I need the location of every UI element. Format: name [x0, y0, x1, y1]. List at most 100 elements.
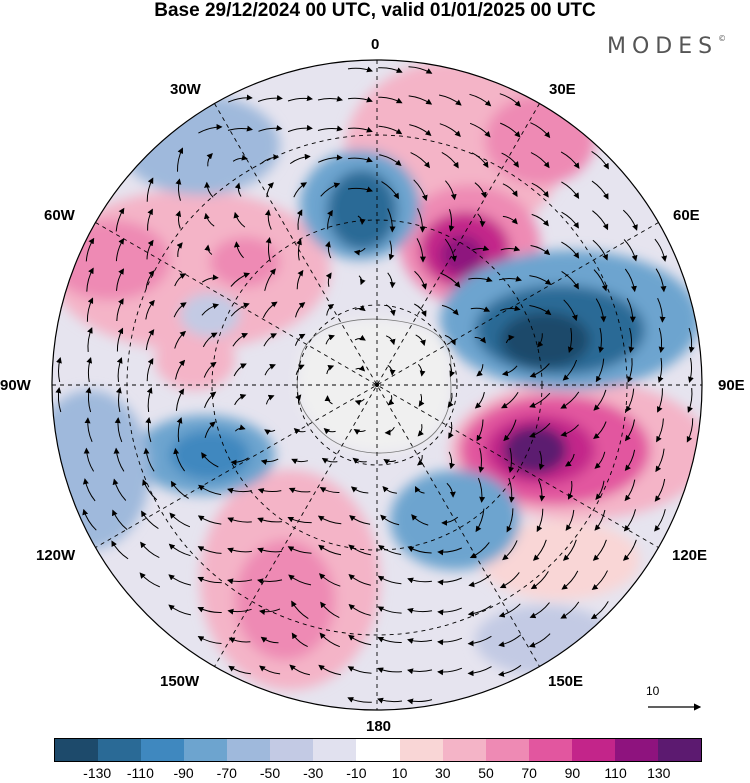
wind-vector [437, 547, 463, 556]
wind-vector [444, 238, 457, 262]
wind-vector [502, 215, 518, 225]
wind-vector [113, 447, 125, 472]
wind-vector [257, 547, 282, 554]
wind-vector [417, 363, 426, 377]
wind-vector [688, 327, 695, 353]
colorbar-tick-label: -10 [346, 765, 367, 781]
wind-vector [377, 697, 403, 704]
longitude-label-120e: 120E [672, 547, 708, 564]
wind-vector [197, 576, 222, 584]
wind-vector [140, 541, 160, 559]
wind-vector [197, 546, 222, 554]
wind-vector [562, 359, 578, 381]
wind-vector [449, 363, 456, 378]
wind-vector [233, 363, 247, 377]
colorbar-swatch [313, 739, 357, 761]
wind-vector [197, 606, 222, 614]
wind-vector [378, 96, 403, 104]
wind-vector [175, 359, 186, 380]
wind-vector [174, 273, 187, 287]
wind-vector [234, 182, 242, 197]
wind-vector [264, 268, 276, 291]
colorbar-swatch [141, 739, 185, 761]
colorbar-tick-label: 90 [564, 765, 581, 781]
wind-vector [111, 540, 129, 560]
wind-vector [408, 95, 433, 105]
wind-vector [595, 480, 605, 500]
wind-vector [320, 601, 340, 619]
wind-vector [560, 601, 580, 619]
wind-vector [565, 509, 575, 531]
wind-vector [287, 546, 312, 554]
wind-vector [476, 364, 484, 377]
wind-vector [264, 209, 272, 230]
wind-vector [143, 447, 155, 472]
wind-vector [296, 269, 304, 290]
wind-vector [198, 484, 222, 496]
colorbar-swatch [485, 739, 529, 761]
wind-vector [230, 457, 249, 466]
wind-vector [441, 304, 459, 316]
wind-vector [168, 543, 191, 557]
wind-vector [296, 209, 303, 230]
wind-vector [470, 306, 491, 312]
wind-vector [175, 388, 185, 411]
wind-vector [529, 392, 551, 408]
wind-vector [439, 123, 461, 138]
wind-vector [348, 574, 371, 586]
wind-vector [560, 151, 580, 169]
wind-vector [468, 574, 492, 588]
wind-vector [294, 333, 306, 346]
wind-vector [204, 421, 216, 439]
wind-vector [529, 305, 552, 316]
wind-vector [529, 275, 552, 286]
wind-vector [592, 539, 607, 561]
wind-vector [265, 237, 272, 263]
wind-vector [382, 485, 397, 494]
wind-vector [625, 388, 635, 413]
wind-vector [288, 487, 311, 494]
wind-vector [413, 179, 428, 202]
wind-vector [537, 333, 544, 348]
wind-vector [502, 183, 518, 198]
wind-vector [439, 94, 462, 106]
colorbar-swatch [657, 739, 701, 761]
wind-vector [227, 94, 253, 103]
longitude-label-60w: 60W [44, 207, 75, 224]
wind-vector [626, 298, 636, 323]
wind-vector [146, 239, 154, 260]
wind-vector [378, 544, 402, 555]
wind-vector [145, 417, 152, 443]
longitude-label-30e: 30E [549, 81, 576, 98]
wind-vector [437, 637, 463, 646]
map-title: Base 29/12/2024 00 UTC, valid 01/01/2025… [154, 0, 596, 21]
wind-vector [506, 508, 514, 533]
wind-vector [383, 458, 396, 465]
wind-vector [561, 570, 579, 590]
wind-vector [319, 632, 340, 648]
wind-vector [536, 508, 544, 533]
wind-vector [116, 298, 124, 322]
longitude-label-90e: 90E [718, 377, 745, 394]
wind-vector [508, 477, 515, 503]
wind-vector [560, 424, 579, 437]
colorbar-tick-label: -130 [83, 765, 112, 781]
longitude-label-150e: 150E [548, 673, 584, 690]
wind-vector [321, 457, 338, 464]
wind-vector [592, 210, 609, 231]
wind-vector [291, 600, 309, 620]
wind-vector [387, 208, 396, 233]
wind-vector [499, 572, 520, 589]
wind-vector [530, 245, 551, 256]
colorbar-swatch [227, 739, 271, 761]
wind-vector [295, 394, 302, 406]
wind-vector [476, 419, 484, 442]
wind-vector [500, 122, 521, 138]
wind-vector [414, 303, 427, 317]
wind-vector [257, 488, 282, 494]
wind-vector [348, 544, 371, 556]
wind-vector [595, 358, 605, 383]
wind-vector [264, 429, 276, 436]
wind-vector [623, 509, 636, 532]
wind-vector [528, 633, 551, 648]
